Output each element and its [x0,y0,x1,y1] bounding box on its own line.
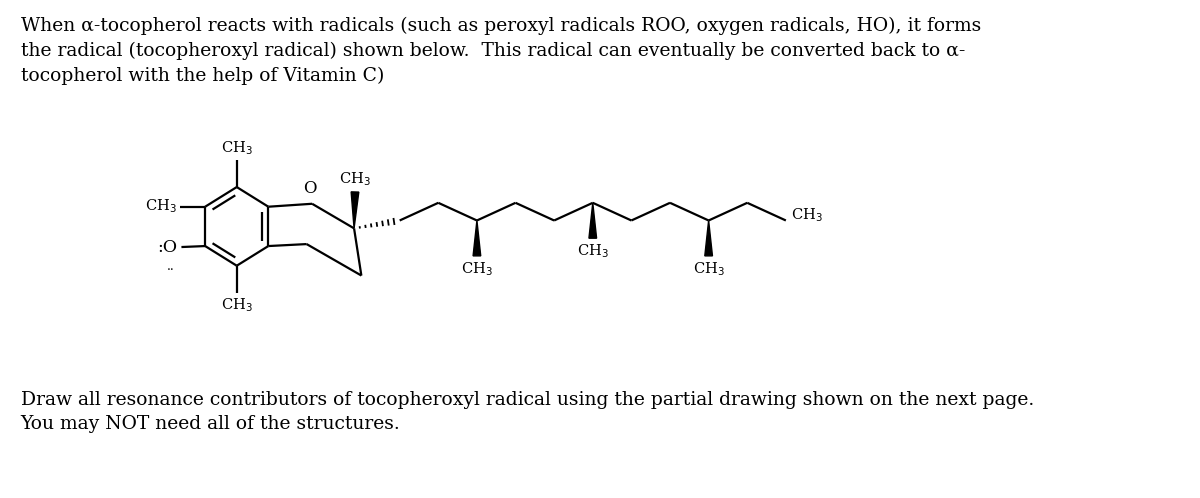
Text: CH$_3$: CH$_3$ [221,296,253,314]
Polygon shape [704,221,713,256]
Text: CH$_3$: CH$_3$ [791,207,823,225]
Text: ··: ·· [167,264,174,277]
Text: Draw all resonance contributors of tocopheroxyl radical using the partial drawin: Draw all resonance contributors of tocop… [20,390,1034,433]
Text: O: O [304,180,317,197]
Text: CH$_3$: CH$_3$ [221,139,253,156]
Text: CH$_3$: CH$_3$ [145,197,176,215]
Text: When α-tocopherol reacts with radicals (such as peroxyl radicals ROO, oxygen rad: When α-tocopherol reacts with radicals (… [20,17,980,85]
Text: CH$_3$: CH$_3$ [692,260,725,277]
Polygon shape [473,221,481,256]
Text: CH$_3$: CH$_3$ [461,260,493,277]
Text: CH$_3$: CH$_3$ [340,170,371,188]
Polygon shape [589,203,596,238]
Text: :O: :O [157,239,178,255]
Text: CH$_3$: CH$_3$ [577,242,608,260]
Polygon shape [352,192,359,229]
